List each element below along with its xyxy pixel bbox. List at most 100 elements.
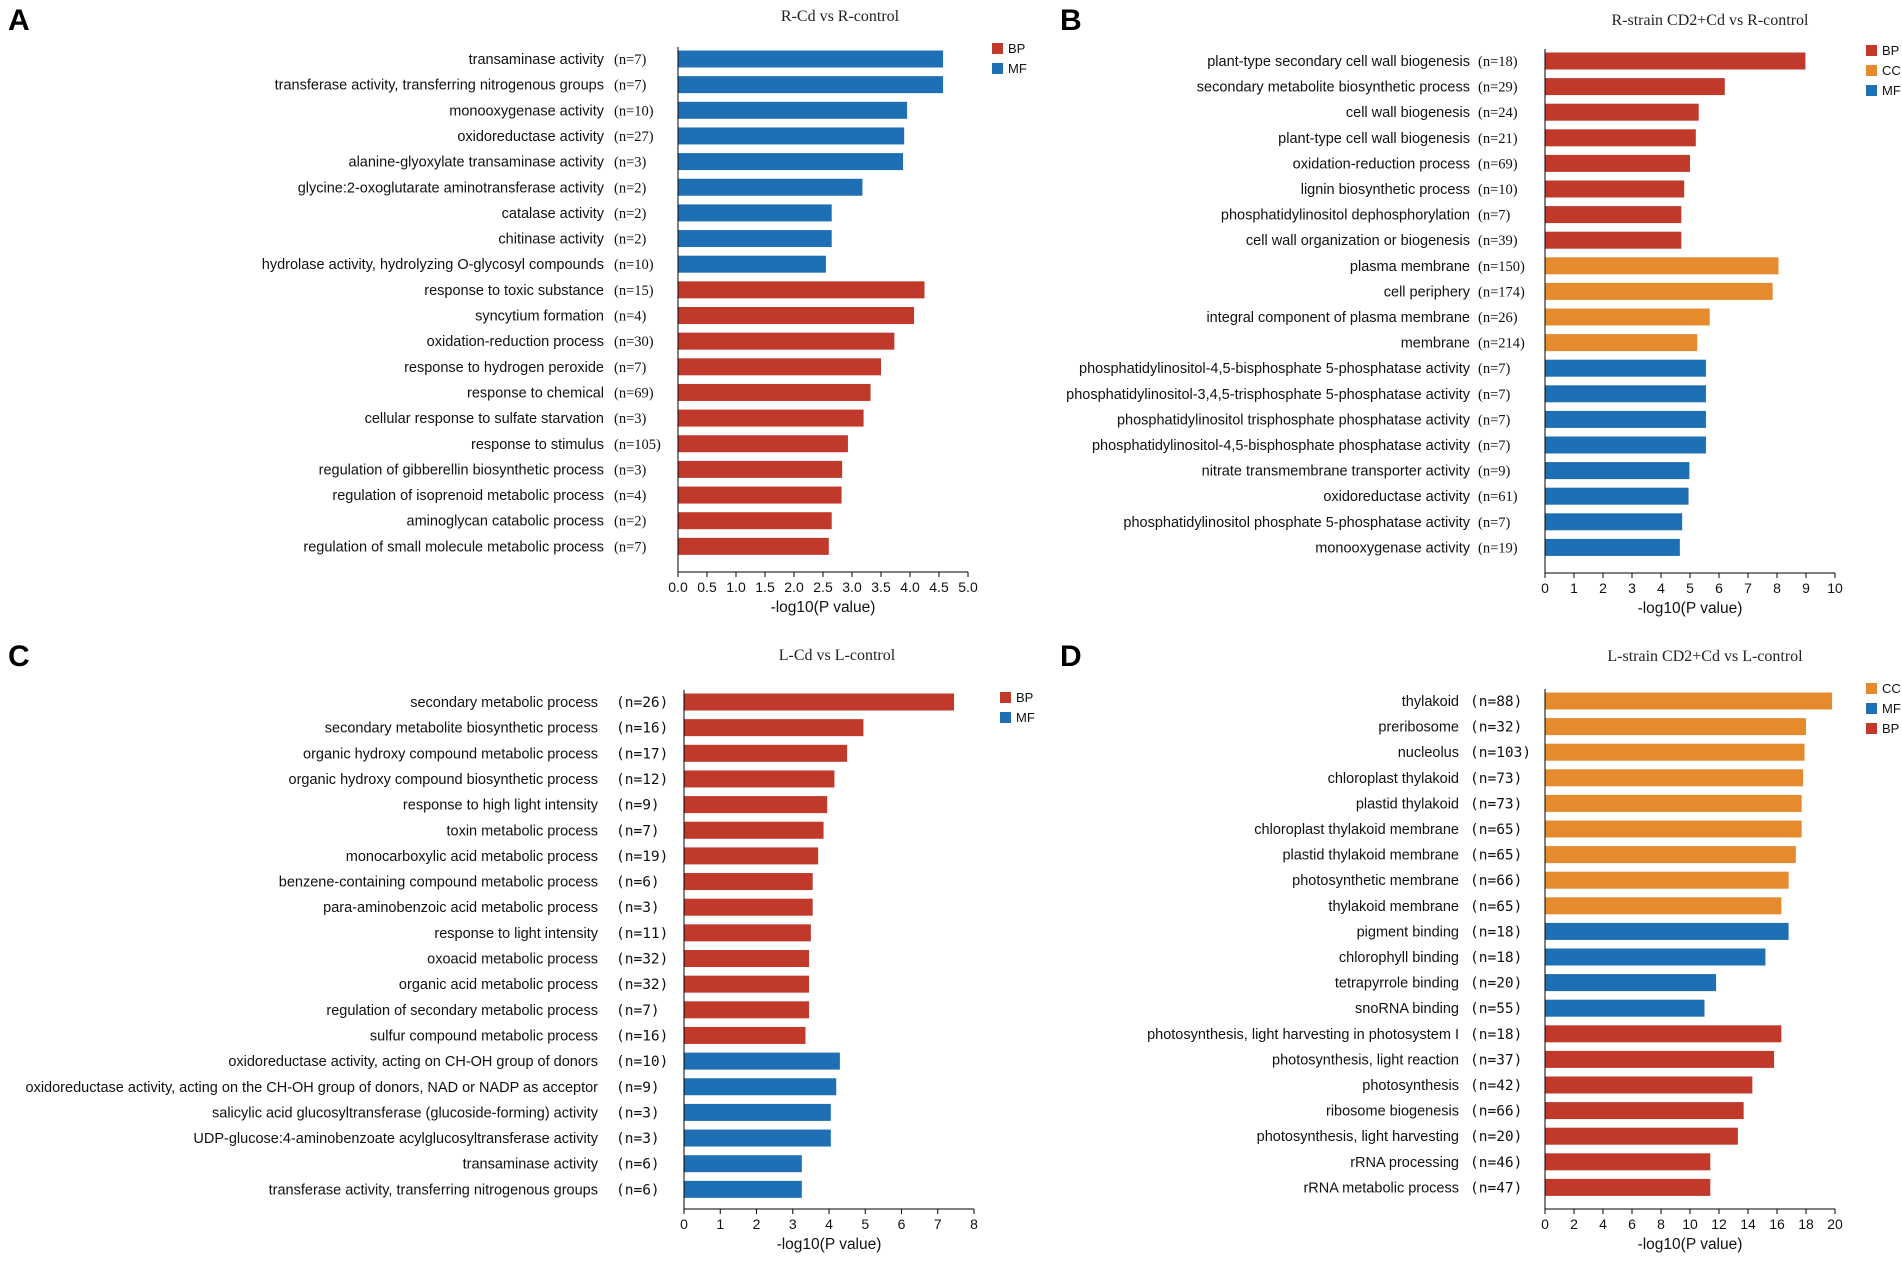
x-tick-label: 12: [1711, 1216, 1727, 1232]
x-tick-label: 2.5: [813, 579, 833, 595]
category-label: salicylic acid glucosyltransferase (gluc…: [212, 1105, 599, 1121]
count-label: (n=7): [1478, 361, 1511, 377]
x-tick-label: 0: [1541, 580, 1549, 596]
category-label: response to toxic substance: [424, 283, 604, 299]
count-label: (n=10): [614, 257, 654, 273]
panel-letter: C: [8, 640, 30, 673]
category-label: phosphatidylinositol-4,5-bisphosphate ph…: [1092, 438, 1471, 454]
bar: [684, 1052, 840, 1070]
bar: [684, 898, 813, 916]
bar: [678, 178, 863, 196]
category-label: snoRNA binding: [1355, 1001, 1459, 1017]
count-label: (n=11): [616, 926, 668, 942]
count-label: (n=55): [1470, 1001, 1522, 1017]
category-label: response to chemical: [467, 385, 604, 401]
category-label: cellular response to sulfate starvation: [365, 411, 604, 427]
category-label: organic acid metabolic process: [399, 977, 598, 993]
bar: [1545, 999, 1705, 1017]
bar: [678, 255, 826, 273]
x-tick-label: 10: [1682, 1216, 1698, 1232]
count-label: (n=3): [616, 1105, 660, 1121]
count-label: (n=32): [1470, 720, 1522, 736]
count-label: (n=19): [1478, 540, 1518, 556]
category-label: integral component of plasma membrane: [1206, 310, 1470, 326]
category-label: photosynthesis, light harvesting in phot…: [1147, 1027, 1459, 1043]
bar: [1545, 1153, 1711, 1171]
x-tick-label: 18: [1798, 1216, 1814, 1232]
count-label: (n=39): [1478, 233, 1518, 249]
category-label: syncytium formation: [475, 309, 604, 325]
bar: [1545, 52, 1806, 70]
bar: [1545, 231, 1682, 249]
legend-label: CC: [1882, 681, 1901, 696]
bar: [1545, 1127, 1738, 1145]
x-tick-label: 5.0: [958, 579, 978, 595]
bar: [684, 796, 828, 814]
legend-swatch: [1866, 85, 1877, 96]
legend-swatch: [992, 43, 1003, 54]
bar: [1545, 129, 1696, 147]
category-label: nucleolus: [1398, 745, 1459, 761]
bar: [684, 1078, 837, 1096]
bar: [1545, 846, 1796, 864]
count-label: (n=30): [614, 334, 654, 350]
x-tick-label: 16: [1769, 1216, 1785, 1232]
bar: [1545, 1178, 1711, 1196]
x-tick-label: 6: [898, 1216, 906, 1232]
category-label: toxin metabolic process: [446, 823, 598, 839]
bar: [684, 821, 824, 839]
bar: [684, 693, 955, 711]
chart-title: L-strain CD2+Cd vs L-control: [1607, 648, 1803, 665]
count-label: (n=7): [614, 539, 647, 555]
x-axis-label: -log10(P value): [771, 599, 876, 616]
category-label: membrane: [1401, 336, 1470, 352]
legend-swatch: [1866, 45, 1877, 56]
category-label: ribosome biogenesis: [1326, 1104, 1459, 1120]
chart-panel-b: B R-strain CD2+Cd vs R-control plant-type …: [1060, 4, 1901, 617]
category-label: cell wall biogenesis: [1346, 105, 1470, 121]
legend-swatch: [1866, 723, 1877, 734]
category-label: benzene-containing compound metabolic pr…: [279, 875, 598, 891]
count-label: (n=2): [614, 232, 647, 248]
bar: [678, 204, 832, 222]
category-label: chloroplast thylakoid: [1328, 771, 1459, 787]
bar: [1545, 257, 1779, 275]
x-tick-label: 4.0: [900, 579, 920, 595]
x-tick-label: 10: [1827, 580, 1843, 596]
bar: [684, 744, 848, 762]
x-tick-label: 8: [1657, 1216, 1665, 1232]
x-axis-label: -log10(P value): [1638, 1236, 1743, 1253]
bar: [678, 512, 832, 530]
count-label: (n=7): [1478, 438, 1511, 454]
x-tick-label: 6: [1628, 1216, 1636, 1232]
count-label: (n=88): [1470, 694, 1522, 710]
legend-swatch: [1000, 712, 1011, 723]
x-tick-label: 5: [1686, 580, 1694, 596]
x-tick-label: 0.5: [697, 579, 717, 595]
category-label: regulation of secondary metabolic proces…: [326, 1003, 598, 1019]
bar: [678, 435, 848, 453]
category-label: cell periphery: [1384, 284, 1471, 300]
count-label: (n=20): [1470, 976, 1522, 992]
count-label: (n=150): [1478, 259, 1525, 275]
bar: [678, 409, 864, 427]
count-label: (n=18): [1470, 924, 1522, 940]
category-label: plant-type cell wall biogenesis: [1278, 131, 1470, 147]
bar: [684, 847, 819, 865]
count-label: (n=6): [616, 875, 660, 891]
count-label: (n=7): [614, 52, 647, 68]
category-label: response to stimulus: [471, 437, 604, 453]
x-tick-label: 4: [1599, 1216, 1607, 1232]
bar: [1545, 1025, 1782, 1043]
count-label: (n=3): [616, 900, 660, 916]
bar: [678, 50, 944, 68]
bar: [678, 76, 944, 94]
category-label: hydrolase activity, hydrolyzing O-glycos…: [262, 257, 604, 273]
x-tick-label: 0.0: [668, 579, 688, 595]
legend-swatch: [992, 63, 1003, 74]
bar: [684, 1180, 802, 1198]
count-label: (n=26): [616, 695, 668, 711]
bar: [684, 924, 811, 942]
bar: [1545, 948, 1766, 966]
